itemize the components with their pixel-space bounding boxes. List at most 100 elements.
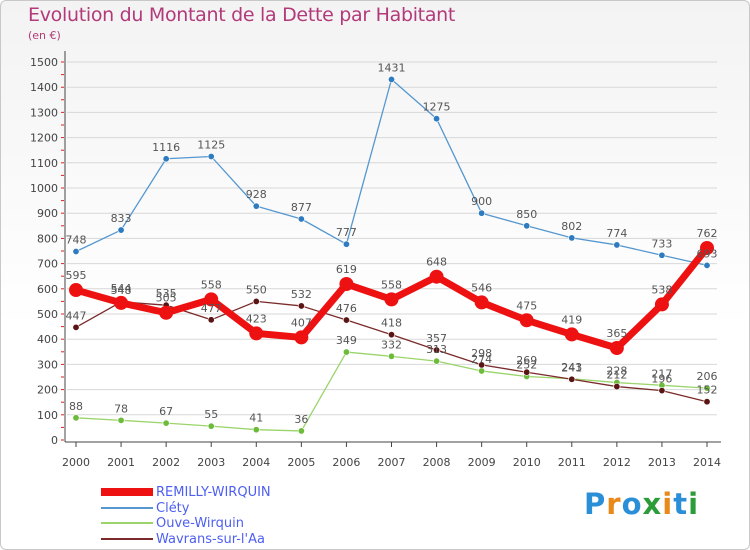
data-label-cl-ty: 774 bbox=[606, 227, 627, 240]
y-tick-label: 1500 bbox=[30, 56, 58, 69]
x-tick-label: 2014 bbox=[693, 456, 721, 469]
data-label-wavrans-sur-l-aa: 418 bbox=[381, 317, 402, 330]
data-label-ouve-wirquin: 274 bbox=[471, 353, 492, 366]
legend-swatch bbox=[101, 537, 153, 540]
data-label-ouve-wirquin: 55 bbox=[204, 408, 218, 421]
x-tick-label: 2000 bbox=[62, 456, 90, 469]
data-point-ouve-wirquin bbox=[252, 426, 260, 434]
data-point-remilly-wirquin bbox=[429, 269, 444, 284]
x-tick-label: 2001 bbox=[107, 456, 135, 469]
legend-label: Cléty bbox=[156, 500, 190, 516]
data-label-remilly-wirquin: 475 bbox=[516, 299, 537, 312]
y-tick-label: 100 bbox=[37, 409, 58, 422]
data-point-remilly-wirquin bbox=[564, 327, 579, 342]
x-tick-label: 2012 bbox=[603, 456, 631, 469]
y-tick-label: 900 bbox=[37, 207, 58, 220]
data-label-wavrans-sur-l-aa: 532 bbox=[291, 288, 312, 301]
data-point-cl-ty bbox=[568, 234, 576, 242]
y-tick-label: 400 bbox=[37, 333, 58, 346]
data-label-ouve-wirquin: 252 bbox=[516, 358, 537, 371]
y-tick-label: 1300 bbox=[30, 106, 58, 119]
data-point-ouve-wirquin bbox=[342, 348, 350, 356]
data-point-wavrans-sur-l-aa bbox=[72, 323, 80, 331]
data-point-remilly-wirquin bbox=[474, 295, 489, 310]
data-point-cl-ty bbox=[478, 209, 486, 217]
series-layer bbox=[69, 75, 714, 435]
data-point-cl-ty bbox=[433, 115, 441, 123]
data-point-remilly-wirquin bbox=[249, 326, 264, 341]
axis-layer bbox=[61, 51, 721, 447]
label-layer: 0 100 200 300 400 500 600 700 800 900 1000 1100 1200… bbox=[30, 56, 721, 469]
legend-label: Wavrans-sur-l'Aa bbox=[156, 531, 265, 547]
data-label-wavrans-sur-l-aa: 152 bbox=[697, 384, 718, 397]
data-label-ouve-wirquin: 67 bbox=[159, 405, 173, 418]
data-point-remilly-wirquin bbox=[294, 330, 309, 345]
x-tick-label: 2013 bbox=[648, 456, 676, 469]
data-point-remilly-wirquin bbox=[700, 240, 714, 255]
data-label-cl-ty: 877 bbox=[291, 201, 312, 214]
x-tick-label: 2002 bbox=[152, 456, 180, 469]
data-label-ouve-wirquin: 41 bbox=[249, 412, 263, 425]
data-point-cl-ty bbox=[117, 226, 125, 234]
data-label-remilly-wirquin: 544 bbox=[111, 282, 132, 295]
data-label-remilly-wirquin: 423 bbox=[246, 312, 267, 325]
data-label-remilly-wirquin: 407 bbox=[291, 316, 312, 329]
data-label-ouve-wirquin: 78 bbox=[114, 402, 128, 415]
data-label-remilly-wirquin: 546 bbox=[471, 281, 492, 294]
logo-letter: o bbox=[621, 487, 643, 521]
data-point-wavrans-sur-l-aa bbox=[342, 316, 350, 324]
data-label-ouve-wirquin: 88 bbox=[69, 400, 83, 413]
data-label-wavrans-sur-l-aa: 196 bbox=[651, 373, 672, 386]
data-label-wavrans-sur-l-aa: 212 bbox=[606, 369, 627, 382]
y-tick-label: 800 bbox=[37, 232, 58, 245]
legend-swatch bbox=[101, 488, 153, 496]
data-label-cl-ty: 850 bbox=[516, 208, 537, 221]
x-tick-label: 2006 bbox=[332, 456, 360, 469]
logo-letter: i bbox=[662, 487, 674, 521]
data-label-ouve-wirquin: 332 bbox=[381, 338, 402, 351]
data-point-cl-ty bbox=[207, 153, 215, 161]
data-point-wavrans-sur-l-aa bbox=[703, 398, 711, 406]
data-label-wavrans-sur-l-aa: 550 bbox=[246, 283, 267, 296]
data-label-remilly-wirquin: 505 bbox=[156, 292, 177, 305]
data-label-ouve-wirquin: 243 bbox=[561, 361, 582, 374]
data-point-cl-ty bbox=[252, 202, 260, 210]
data-point-wavrans-sur-l-aa bbox=[568, 375, 576, 383]
data-label-cl-ty: 1275 bbox=[423, 101, 451, 114]
data-label-cl-ty: 1431 bbox=[378, 61, 406, 74]
data-label-remilly-wirquin: 365 bbox=[606, 327, 627, 340]
data-label-remilly-wirquin: 595 bbox=[66, 269, 87, 282]
data-point-remilly-wirquin bbox=[609, 341, 624, 356]
data-point-cl-ty bbox=[342, 240, 350, 248]
legend-label: REMILLY-WIRQUIN bbox=[156, 485, 271, 500]
data-label-ouve-wirquin: 228 bbox=[606, 365, 627, 378]
logo-letter: P bbox=[584, 487, 607, 521]
data-point-cl-ty bbox=[658, 251, 666, 259]
data-point-cl-ty bbox=[613, 241, 621, 249]
x-tick-label: 2007 bbox=[378, 456, 406, 469]
data-label-remilly-wirquin: 558 bbox=[381, 278, 402, 291]
data-label-ouve-wirquin: 349 bbox=[336, 334, 357, 347]
data-point-wavrans-sur-l-aa bbox=[207, 316, 215, 324]
x-tick-label: 2010 bbox=[513, 456, 541, 469]
data-point-wavrans-sur-l-aa bbox=[523, 368, 531, 376]
data-point-remilly-wirquin bbox=[204, 292, 219, 307]
data-point-remilly-wirquin bbox=[654, 297, 669, 312]
data-point-wavrans-sur-l-aa bbox=[297, 302, 305, 310]
data-label-wavrans-sur-l-aa: 447 bbox=[66, 309, 87, 322]
data-point-wavrans-sur-l-aa bbox=[613, 383, 621, 391]
data-label-cl-ty: 693 bbox=[697, 247, 718, 260]
data-point-remilly-wirquin bbox=[384, 292, 399, 307]
data-point-wavrans-sur-l-aa bbox=[433, 346, 441, 354]
data-point-ouve-wirquin bbox=[72, 414, 80, 422]
data-label-cl-ty: 802 bbox=[561, 220, 582, 233]
x-tick-label: 2005 bbox=[287, 456, 315, 469]
data-label-cl-ty: 777 bbox=[336, 226, 357, 239]
y-tick-label: 1400 bbox=[30, 81, 58, 94]
data-point-ouve-wirquin bbox=[297, 427, 305, 435]
data-label-remilly-wirquin: 419 bbox=[561, 313, 582, 326]
data-point-wavrans-sur-l-aa bbox=[478, 361, 486, 369]
data-label-remilly-wirquin: 762 bbox=[697, 227, 718, 240]
